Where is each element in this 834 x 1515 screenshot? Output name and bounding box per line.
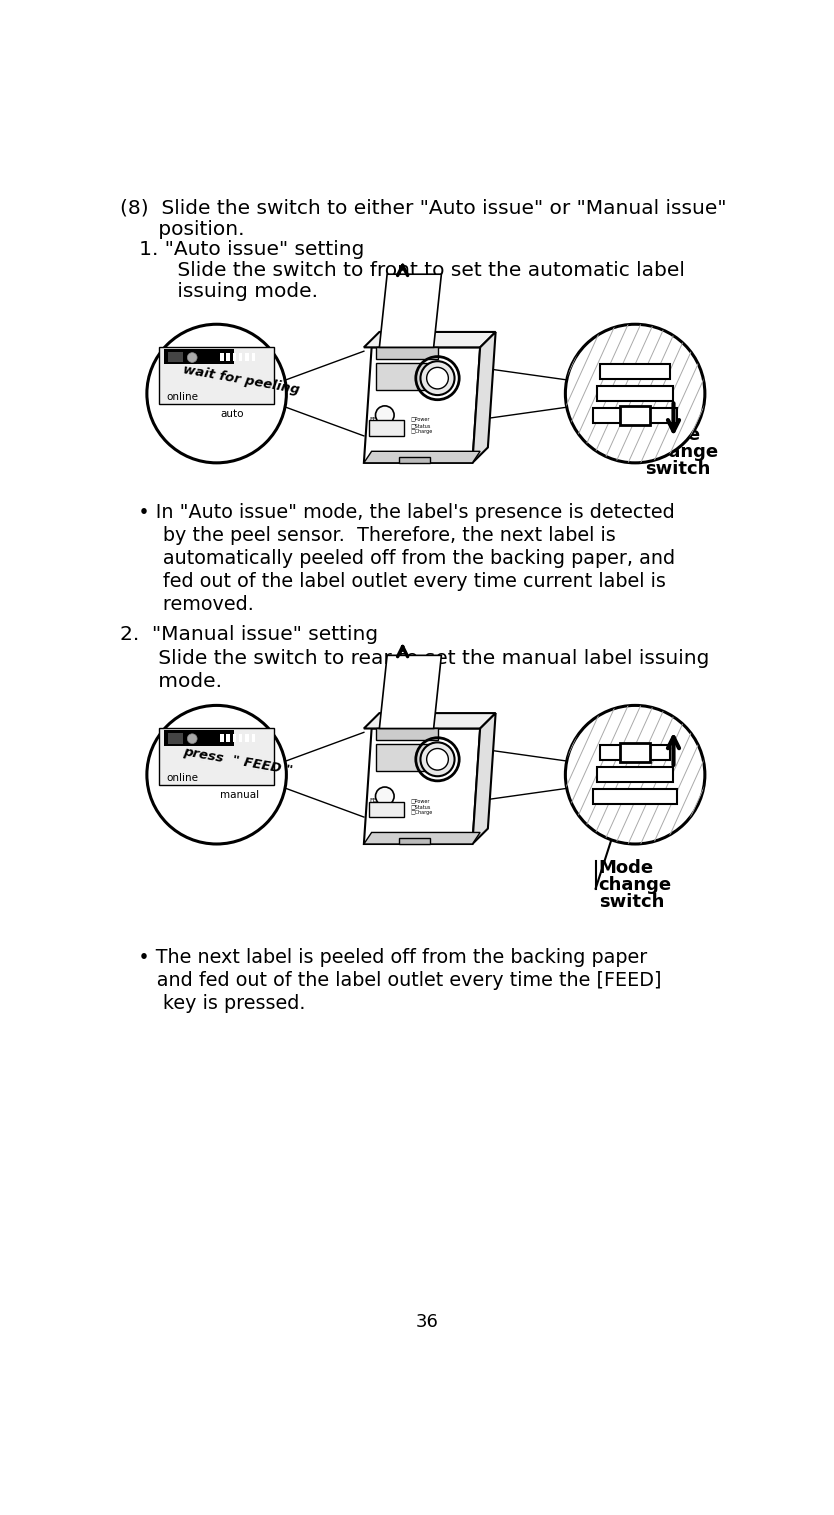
- Bar: [620, 406, 651, 426]
- Text: Shinsei: Shinsei: [391, 274, 424, 283]
- Text: 1. "Auto issue" setting: 1. "Auto issue" setting: [120, 241, 364, 259]
- Text: press  " FEED ": press " FEED ": [182, 745, 294, 777]
- Bar: [168, 733, 183, 744]
- Text: • In "Auto issue" mode, the label's presence is detected: • In "Auto issue" mode, the label's pres…: [120, 503, 675, 521]
- Bar: [369, 801, 404, 817]
- Circle shape: [427, 748, 449, 770]
- Text: wait for peeling: wait for peeling: [182, 364, 300, 397]
- Bar: [239, 353, 243, 361]
- Circle shape: [565, 324, 705, 464]
- Bar: [164, 730, 234, 745]
- Polygon shape: [379, 274, 441, 347]
- Text: manual: manual: [220, 791, 259, 800]
- Bar: [252, 733, 255, 742]
- Polygon shape: [472, 714, 495, 844]
- Bar: [593, 408, 677, 423]
- Text: Mode: Mode: [599, 859, 654, 877]
- Text: automatically peeled off from the backing paper, and: automatically peeled off from the backin…: [120, 548, 675, 568]
- Bar: [597, 767, 674, 782]
- Text: (8)  Slide the switch to either "Auto issue" or "Manual issue": (8) Slide the switch to either "Auto iss…: [120, 198, 726, 218]
- Text: mode.: mode.: [120, 673, 222, 691]
- Text: □Power: □Power: [410, 417, 430, 421]
- Bar: [399, 838, 430, 844]
- Text: 2.  "Manual issue" setting: 2. "Manual issue" setting: [120, 624, 378, 644]
- Bar: [597, 386, 674, 401]
- Circle shape: [427, 367, 449, 389]
- Bar: [159, 347, 274, 405]
- Text: auto: auto: [220, 409, 244, 420]
- Bar: [233, 353, 236, 361]
- Bar: [239, 733, 243, 742]
- Circle shape: [420, 361, 455, 395]
- Text: □Status: □Status: [410, 804, 430, 809]
- Circle shape: [375, 786, 394, 806]
- Circle shape: [188, 733, 197, 744]
- Bar: [375, 362, 434, 389]
- Text: □Charge: □Charge: [410, 429, 433, 433]
- Circle shape: [420, 742, 455, 776]
- Text: removed.: removed.: [120, 595, 254, 614]
- Polygon shape: [364, 451, 480, 464]
- Bar: [226, 733, 230, 742]
- Bar: [233, 733, 236, 742]
- Text: online: online: [167, 392, 198, 401]
- Polygon shape: [472, 332, 495, 464]
- Text: change: change: [646, 442, 718, 461]
- Text: position.: position.: [120, 220, 244, 238]
- Text: by the peel sensor.  Therefore, the next label is: by the peel sensor. Therefore, the next …: [120, 526, 615, 545]
- Bar: [600, 745, 670, 761]
- Text: FEED: FEED: [369, 417, 385, 421]
- Text: Slide the switch to front to set the automatic label: Slide the switch to front to set the aut…: [120, 261, 685, 280]
- Text: 36: 36: [416, 1314, 439, 1332]
- Text: Mode: Mode: [646, 426, 701, 444]
- Text: issuing mode.: issuing mode.: [120, 282, 318, 301]
- Bar: [369, 421, 404, 436]
- Polygon shape: [364, 832, 480, 844]
- Text: switch: switch: [599, 894, 664, 912]
- Bar: [220, 353, 224, 361]
- Bar: [245, 733, 249, 742]
- Text: MENU: MENU: [369, 809, 388, 815]
- Bar: [168, 351, 183, 362]
- Text: MENU: MENU: [369, 429, 388, 433]
- Circle shape: [147, 706, 286, 844]
- Polygon shape: [379, 656, 441, 729]
- Text: online: online: [167, 773, 198, 783]
- Text: change: change: [599, 876, 672, 894]
- Bar: [164, 348, 234, 365]
- Text: switch: switch: [646, 459, 711, 477]
- Bar: [375, 744, 434, 771]
- Circle shape: [147, 324, 286, 464]
- Bar: [159, 729, 274, 785]
- Bar: [620, 742, 651, 762]
- Bar: [593, 789, 677, 804]
- Polygon shape: [364, 347, 480, 464]
- Bar: [399, 456, 430, 464]
- Text: key is pressed.: key is pressed.: [120, 994, 305, 1014]
- Text: fed out of the label outlet every time current label is: fed out of the label outlet every time c…: [120, 573, 666, 591]
- Polygon shape: [375, 729, 438, 739]
- Text: □Status: □Status: [410, 423, 430, 427]
- Circle shape: [188, 353, 197, 362]
- Text: and fed out of the label outlet every time the [FEED]: and fed out of the label outlet every ti…: [120, 971, 661, 989]
- Text: □Power: □Power: [410, 798, 430, 803]
- Circle shape: [375, 406, 394, 424]
- Bar: [245, 353, 249, 361]
- Bar: [252, 353, 255, 361]
- Text: □Charge: □Charge: [410, 811, 433, 815]
- Bar: [220, 733, 224, 742]
- Text: • The next label is peeled off from the backing paper: • The next label is peeled off from the …: [120, 948, 647, 967]
- Text: FEED: FEED: [369, 798, 385, 803]
- Polygon shape: [364, 332, 495, 347]
- Text: Shinsei: Shinsei: [391, 656, 424, 665]
- Polygon shape: [364, 714, 495, 729]
- Bar: [226, 353, 230, 361]
- Bar: [600, 364, 670, 379]
- Text: Slide the switch to rear to set the manual label issuing: Slide the switch to rear to set the manu…: [120, 650, 709, 668]
- Polygon shape: [364, 729, 480, 844]
- Polygon shape: [375, 347, 438, 359]
- Circle shape: [565, 706, 705, 844]
